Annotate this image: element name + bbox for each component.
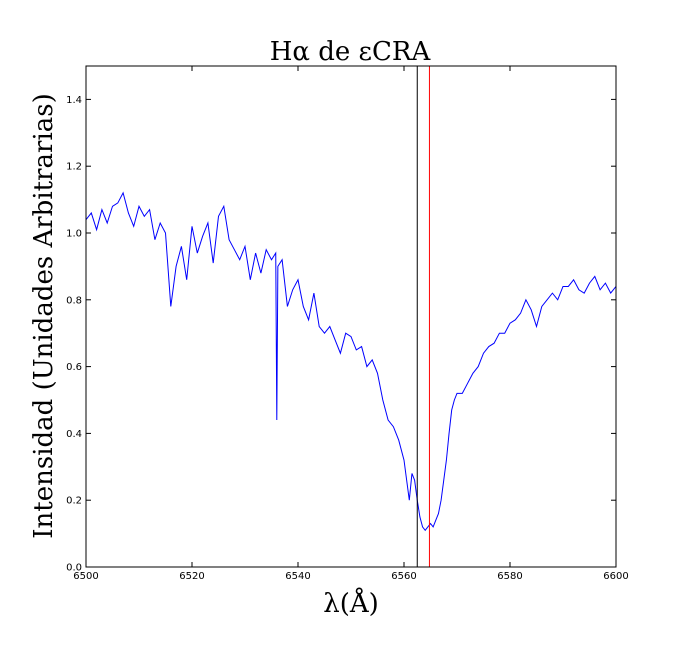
- plot-frame: [85, 65, 617, 568]
- y-tick-label: 1.4: [66, 95, 82, 106]
- y-tick-label: 0.4: [66, 429, 82, 440]
- y-axis: 0.0 0.2 0.4 0.6 0.8 1.0 1.2 1.4: [66, 95, 616, 574]
- y-tick-label: 0.0: [66, 563, 82, 574]
- y-tick-label: 0.2: [66, 496, 82, 507]
- y-tick-label: 1.2: [66, 162, 82, 173]
- x-tick-label: 6500: [73, 571, 98, 582]
- x-tick-label: 6540: [285, 571, 310, 582]
- x-axis-label: λ(Å): [323, 587, 379, 619]
- x-tick-label: 6520: [179, 571, 204, 582]
- spectrum-line-0: [85, 191, 617, 532]
- x-tick-label: 6580: [497, 571, 522, 582]
- y-tick-label: 0.8: [66, 295, 82, 306]
- y-axis-label: Intensidad (Unidades Arbitrarias): [29, 93, 59, 538]
- y-tick-label: 0.6: [66, 362, 82, 373]
- x-tick-label: 6600: [603, 571, 628, 582]
- chart-title: Hα de εCRA: [270, 37, 432, 67]
- x-tick-label: 6560: [391, 571, 416, 582]
- x-axis: 6500 6520 6540 6560 6580 6600: [73, 66, 629, 582]
- plot-area: [85, 66, 617, 567]
- y-tick-label: 1.0: [66, 229, 82, 240]
